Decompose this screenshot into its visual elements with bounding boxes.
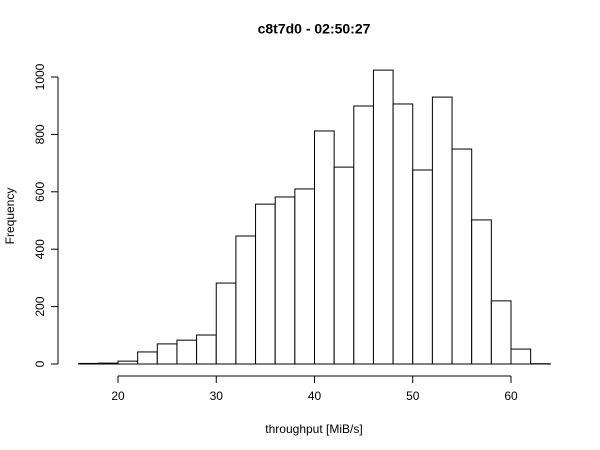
bar: [78, 362, 99, 365]
bar: [314, 130, 335, 365]
chart-title: c8t7d0 - 02:50:27: [258, 21, 371, 37]
x-axis-label: throughput [MiB/s]: [265, 422, 362, 436]
bar: [156, 343, 178, 365]
bar: [235, 235, 257, 365]
x-tick-label: 50: [406, 389, 420, 403]
y-tick-label: 1000: [33, 63, 47, 90]
bar: [196, 334, 217, 365]
y-tick-label: 400: [33, 239, 47, 259]
x-tick-label: 60: [504, 389, 518, 403]
bar: [471, 219, 492, 365]
bar: [274, 196, 296, 365]
bar: [451, 148, 473, 365]
y-tick-label: 200: [33, 296, 47, 316]
bar: [510, 348, 532, 365]
y-tick-label: 0: [33, 360, 47, 367]
x-tick-label: 40: [308, 389, 322, 403]
bar: [137, 351, 158, 365]
bar: [412, 169, 433, 365]
bar: [490, 300, 512, 365]
bar: [117, 360, 139, 365]
bar: [176, 339, 198, 365]
bar: [294, 188, 316, 365]
bar: [215, 282, 237, 365]
y-tick-label: 600: [33, 181, 47, 201]
bar: [392, 103, 414, 365]
bar: [353, 105, 374, 365]
bar: [372, 69, 394, 365]
x-tick-label: 30: [210, 389, 224, 403]
x-tick-label: 20: [111, 389, 125, 403]
bar: [431, 96, 453, 365]
bar: [333, 166, 355, 365]
bar: [255, 203, 276, 365]
bar: [97, 362, 119, 365]
y-axis-label: Frequency: [3, 188, 17, 245]
y-tick-label: 800: [33, 124, 47, 144]
